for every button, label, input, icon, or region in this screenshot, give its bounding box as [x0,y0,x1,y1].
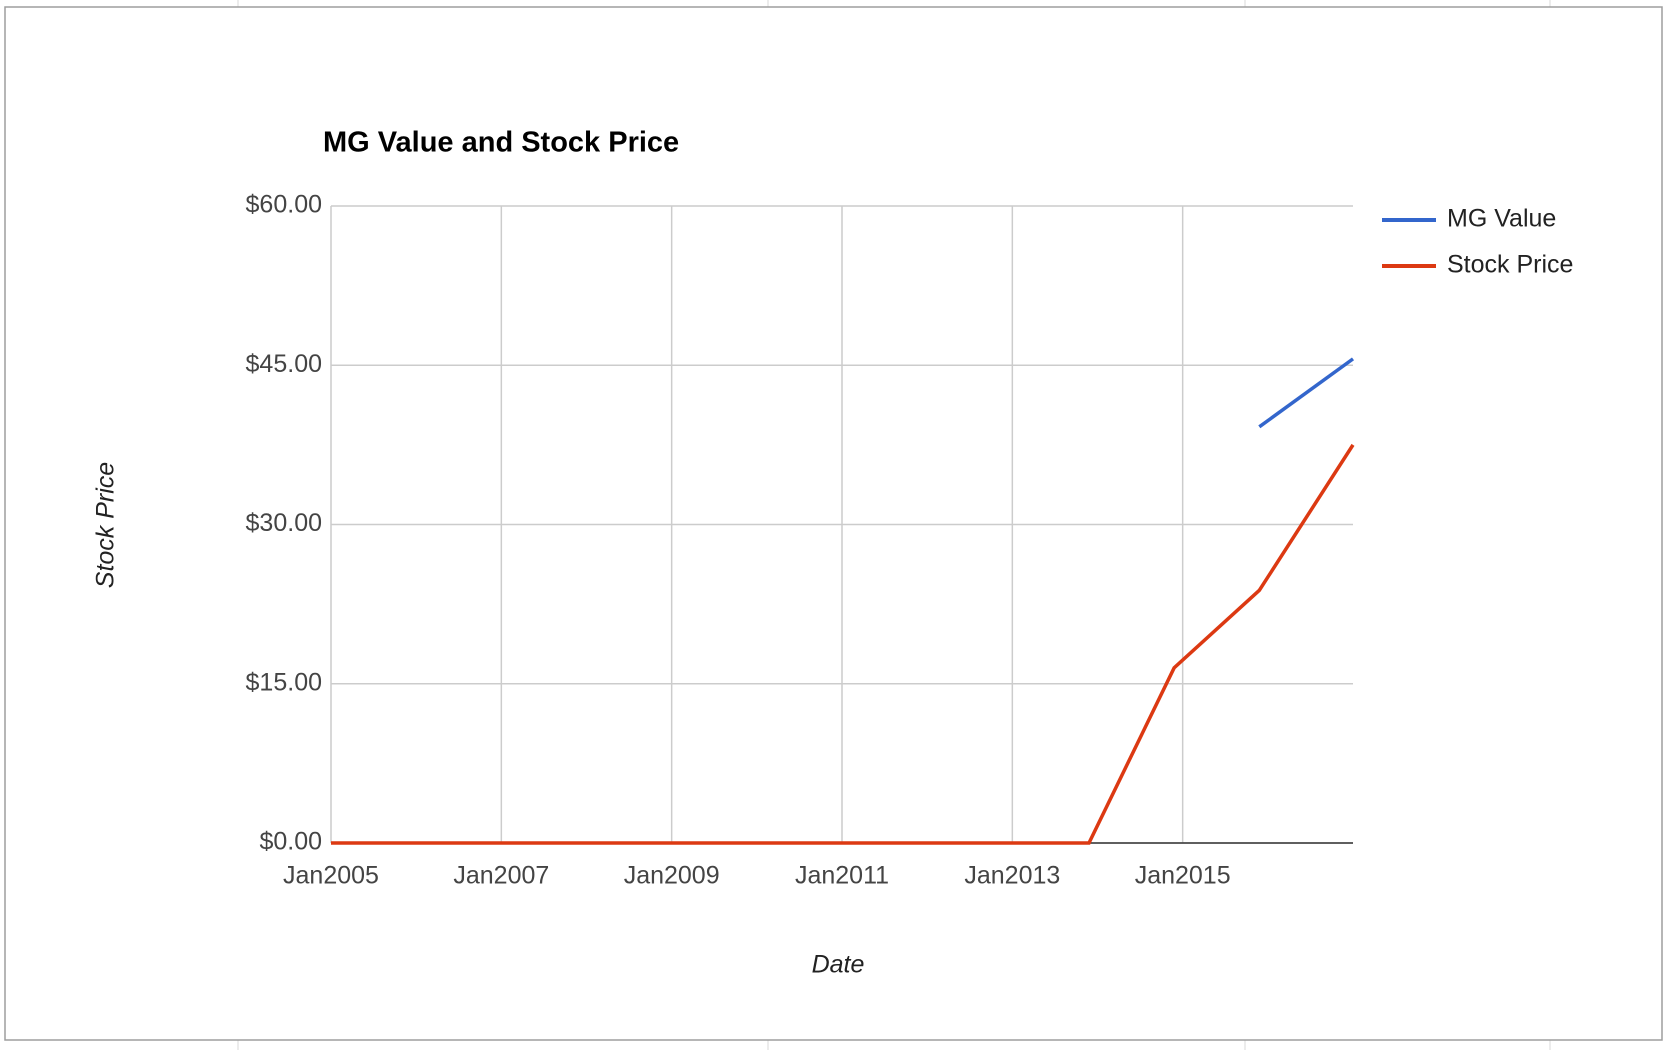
x-tick-label: Jan2007 [453,862,549,890]
y-tick-label: $30.00 [246,509,322,537]
chart-border [4,6,1663,1041]
y-tick-label: $0.00 [259,828,322,856]
x-axis-title: Date [812,951,865,979]
y-axis-title: Stock Price [92,462,120,588]
series-line [331,443,1355,845]
legend-label: Stock Price [1447,251,1573,279]
x-tick-label: Jan2013 [964,862,1060,890]
x-tick-label: Jan2015 [1135,862,1231,890]
x-tick-label: Jan2011 [795,862,889,890]
chart-title: MG Value and Stock Price [323,127,679,159]
sheet-frame [237,0,1551,1050]
x-tick-label: Jan2005 [283,862,379,890]
series-line [1258,357,1355,429]
y-tick-label: $60.00 [246,191,322,219]
y-tick-label: $15.00 [246,668,322,696]
x-tick-label: Jan2009 [624,862,720,890]
y-tick-label: $45.00 [246,350,322,378]
legend-label: MG Value [1447,205,1556,233]
